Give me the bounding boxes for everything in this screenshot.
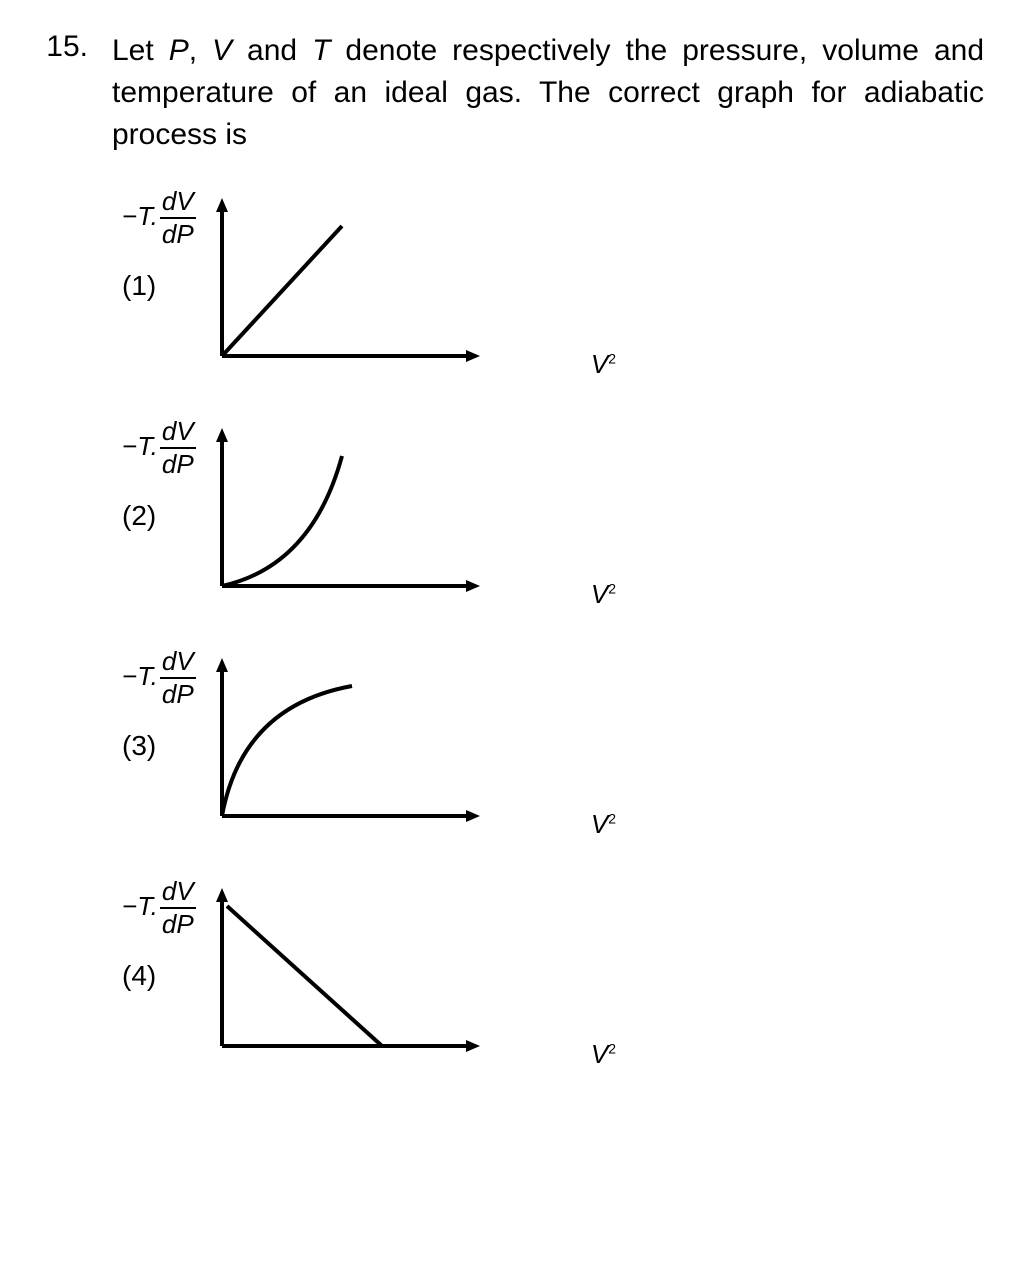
y-axis-label: −T.dVdP <box>122 646 196 710</box>
curve-2 <box>222 456 342 586</box>
y-axis-label: −T.dVdP <box>122 186 196 250</box>
qt-0: Let <box>112 34 169 67</box>
y-axis-arrow-icon <box>216 888 228 902</box>
x-axis-label: V2 <box>591 579 616 610</box>
option-1-label: (1) <box>122 270 172 302</box>
y-axis-arrow-icon <box>216 198 228 212</box>
y-frac-top: dV <box>160 416 196 449</box>
chart-1: −T.dVdP V2 <box>212 196 572 376</box>
option-2[interactable]: (2) −T.dVdP V2 <box>122 426 984 606</box>
curve-4 <box>227 906 382 1046</box>
y-frac: dVdP <box>160 876 196 940</box>
chart-4: −T.dVdP V2 <box>212 886 572 1066</box>
y-frac-top: dV <box>160 186 196 219</box>
curve-3 <box>222 686 352 816</box>
qt-T: T <box>312 34 330 67</box>
x-base: V <box>591 349 608 379</box>
chart-4-svg <box>212 886 492 1066</box>
curve-1 <box>222 226 342 356</box>
y-frac-bot: dP <box>160 449 196 480</box>
y-axis-label: −T.dVdP <box>122 876 196 940</box>
x-exp: 2 <box>608 350 616 366</box>
option-4[interactable]: (4) −T.dVdP V2 <box>122 886 984 1066</box>
x-base: V <box>591 809 608 839</box>
chart-2: −T.dVdP V2 <box>212 426 572 606</box>
y-frac-bot: dP <box>160 679 196 710</box>
option-2-label: (2) <box>122 500 172 532</box>
option-1[interactable]: (1) −T.dVdP V2 <box>122 196 984 376</box>
y-axis-arrow-icon <box>216 428 228 442</box>
options-list: (1) −T.dVdP V2 (2) <box>112 196 984 1066</box>
x-axis-label: V2 <box>591 349 616 380</box>
y-prefix: − <box>122 661 137 691</box>
y-frac: dVdP <box>160 416 196 480</box>
y-prefix: − <box>122 201 137 231</box>
y-frac-top: dV <box>160 646 196 679</box>
y-frac: dVdP <box>160 186 196 250</box>
chart-1-svg <box>212 196 492 376</box>
x-base: V <box>591 1039 608 1069</box>
question-number: 15. <box>40 30 88 64</box>
chart-3: −T.dVdP V2 <box>212 656 572 836</box>
y-axis-arrow-icon <box>216 658 228 672</box>
y-T: T. <box>137 891 158 921</box>
y-frac: dVdP <box>160 646 196 710</box>
x-base: V <box>591 579 608 609</box>
x-axis-arrow-icon <box>466 350 480 362</box>
y-axis-label: −T.dVdP <box>122 416 196 480</box>
qt-4: and <box>232 34 312 67</box>
option-3[interactable]: (3) −T.dVdP V2 <box>122 656 984 836</box>
question-body: Let P, V and T denote respectively the p… <box>112 30 984 1066</box>
y-T: T. <box>137 431 158 461</box>
qt-P: P <box>169 34 189 67</box>
y-frac-bot: dP <box>160 219 196 250</box>
x-axis-label: V2 <box>591 1039 616 1070</box>
x-axis-arrow-icon <box>466 810 480 822</box>
y-T: T. <box>137 661 158 691</box>
y-frac-top: dV <box>160 876 196 909</box>
option-4-label: (4) <box>122 960 172 992</box>
qt-2: , <box>189 34 212 67</box>
y-prefix: − <box>122 891 137 921</box>
x-axis-label: V2 <box>591 809 616 840</box>
x-exp: 2 <box>608 810 616 826</box>
x-exp: 2 <box>608 1040 616 1056</box>
question-row: 15. Let P, V and T denote respectively t… <box>40 30 984 1066</box>
x-axis-arrow-icon <box>466 1040 480 1052</box>
chart-2-svg <box>212 426 492 606</box>
y-frac-bot: dP <box>160 909 196 940</box>
question-text: Let P, V and T denote respectively the p… <box>112 30 984 156</box>
y-prefix: − <box>122 431 137 461</box>
x-axis-arrow-icon <box>466 580 480 592</box>
y-T: T. <box>137 201 158 231</box>
x-exp: 2 <box>608 580 616 596</box>
qt-V: V <box>212 34 232 67</box>
chart-3-svg <box>212 656 492 836</box>
option-3-label: (3) <box>122 730 172 762</box>
